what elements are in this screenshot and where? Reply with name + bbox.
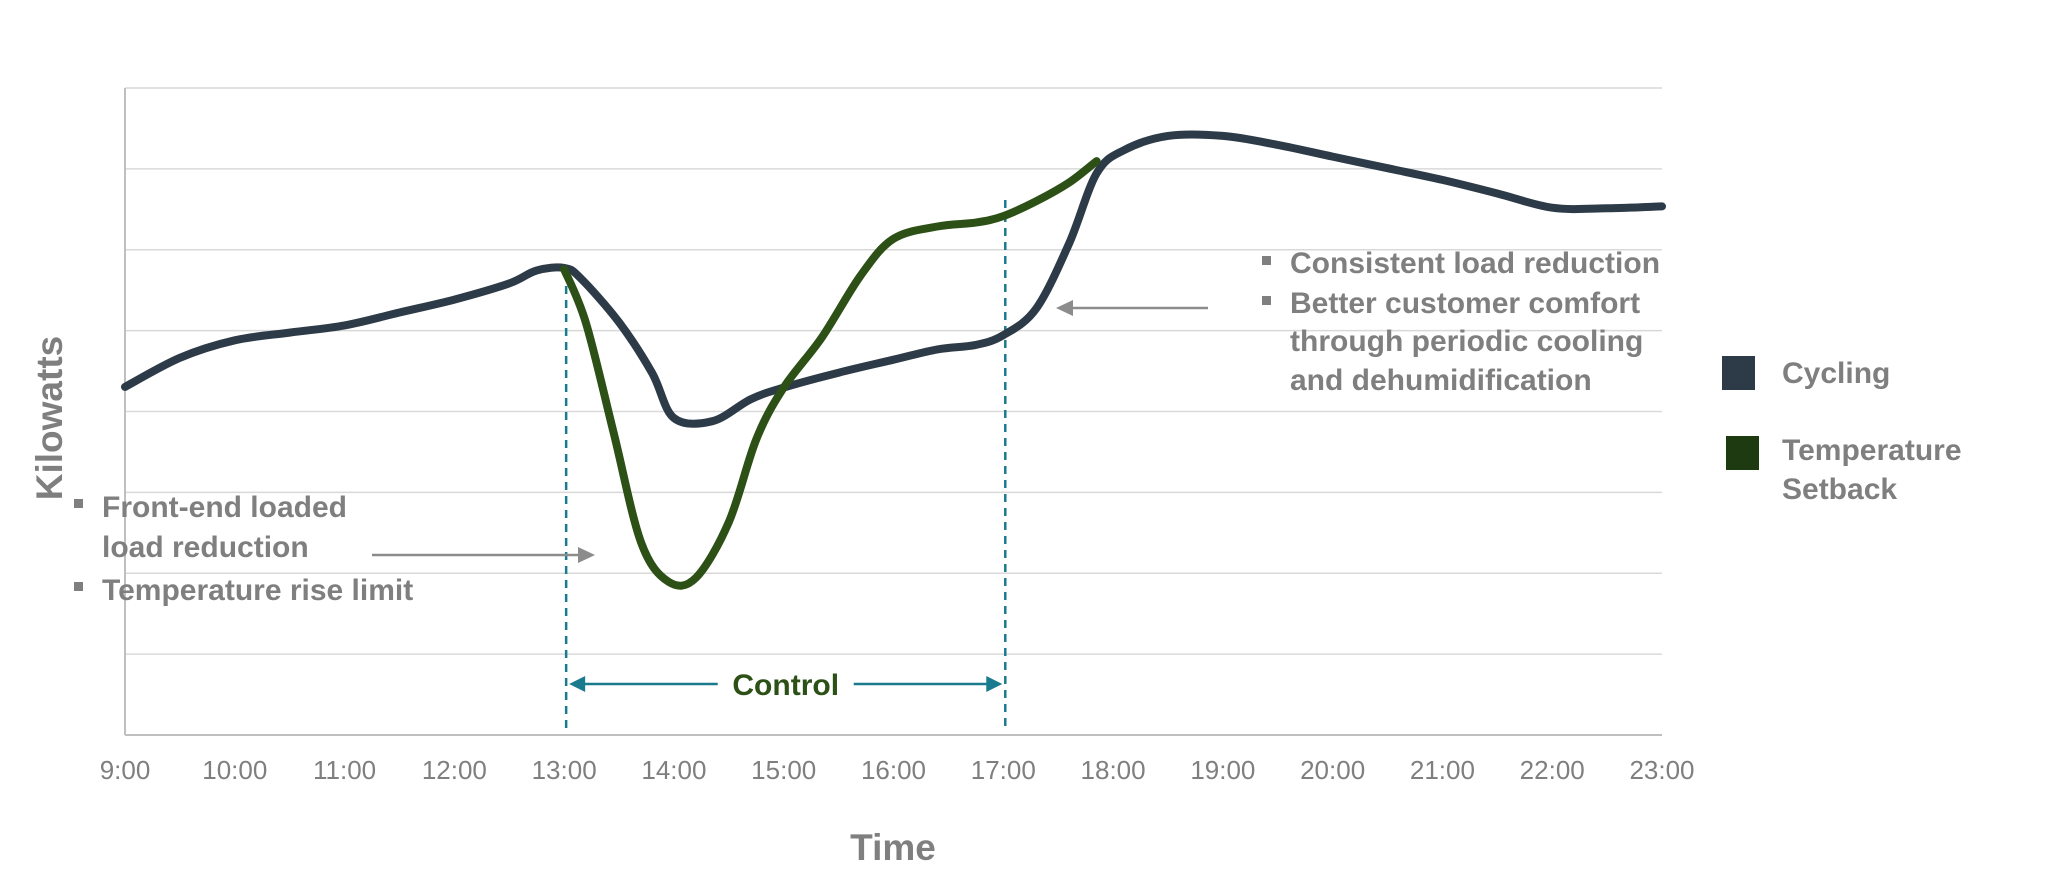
x-tick-label: 17:00	[971, 755, 1036, 785]
x-tick-label: 23:00	[1629, 755, 1694, 785]
x-tick-label: 19:00	[1190, 755, 1255, 785]
x-tick-label: 11:00	[313, 755, 376, 785]
legend-label-temperature-setback-1: Temperature	[1782, 434, 1962, 467]
series-line-cycling	[121, 130, 1666, 428]
series-line-temperature-setback	[560, 157, 1101, 590]
annotation-left: Front-end loaded load reduction Temperat…	[74, 491, 595, 607]
control-arrowhead-left	[569, 676, 586, 692]
bullet	[74, 499, 83, 508]
annotation-right-line-1: Consistent load reduction	[1290, 247, 1660, 280]
bullet	[1262, 296, 1271, 305]
annotation-right-line-4: and dehumidification	[1290, 364, 1592, 397]
annotation-right: Consistent load reduction Better custome…	[1056, 247, 1660, 397]
x-tick-label: 10:00	[202, 755, 267, 785]
bullet	[1262, 256, 1271, 265]
x-tick-label: 12:00	[422, 755, 487, 785]
x-tick-labels: 9:00 10:00 11:00 12:00 13:00 14:00 15:00 16:00 1…	[100, 755, 1695, 785]
annotation-right-line-2: Better customer comfort	[1290, 287, 1640, 320]
x-tick-label: 13:00	[532, 755, 597, 785]
control-period: Control	[564, 200, 1007, 728]
annotation-right-line-3: through periodic cooling	[1290, 325, 1643, 358]
annotation-left-arrowhead	[578, 547, 595, 563]
annotation-right-arrowhead	[1056, 300, 1073, 316]
x-tick-label: 18:00	[1081, 755, 1146, 785]
series-lines	[121, 130, 1666, 590]
x-tick-label: 14:00	[641, 755, 706, 785]
control-arrowhead-right	[986, 676, 1003, 692]
annotation-left-line-3: Temperature rise limit	[102, 574, 413, 607]
bullet	[74, 582, 83, 591]
legend-swatch-cycling	[1722, 356, 1755, 390]
x-tick-label: 16:00	[861, 755, 926, 785]
legend-label-temperature-setback-2: Setback	[1782, 473, 1897, 506]
annotation-left-line-1: Front-end loaded	[102, 491, 347, 524]
legend-label-cycling: Cycling	[1782, 357, 1890, 390]
y-axis-title: Kilowatts	[29, 336, 70, 500]
x-tick-label: 21:00	[1410, 755, 1475, 785]
legend-swatch-temperature-setback	[1726, 436, 1759, 470]
x-tick-label: 15:00	[751, 755, 816, 785]
x-tick-label: 20:00	[1300, 755, 1365, 785]
legend: Cycling Temperature Setback	[1722, 356, 1962, 506]
x-tick-label: 9:00	[100, 755, 151, 785]
x-tick-label: 22:00	[1520, 755, 1585, 785]
x-axis-title: Time	[850, 827, 936, 868]
control-label: Control	[732, 669, 839, 702]
gridlines	[125, 87, 1662, 655]
annotation-left-line-2: load reduction	[102, 531, 309, 564]
